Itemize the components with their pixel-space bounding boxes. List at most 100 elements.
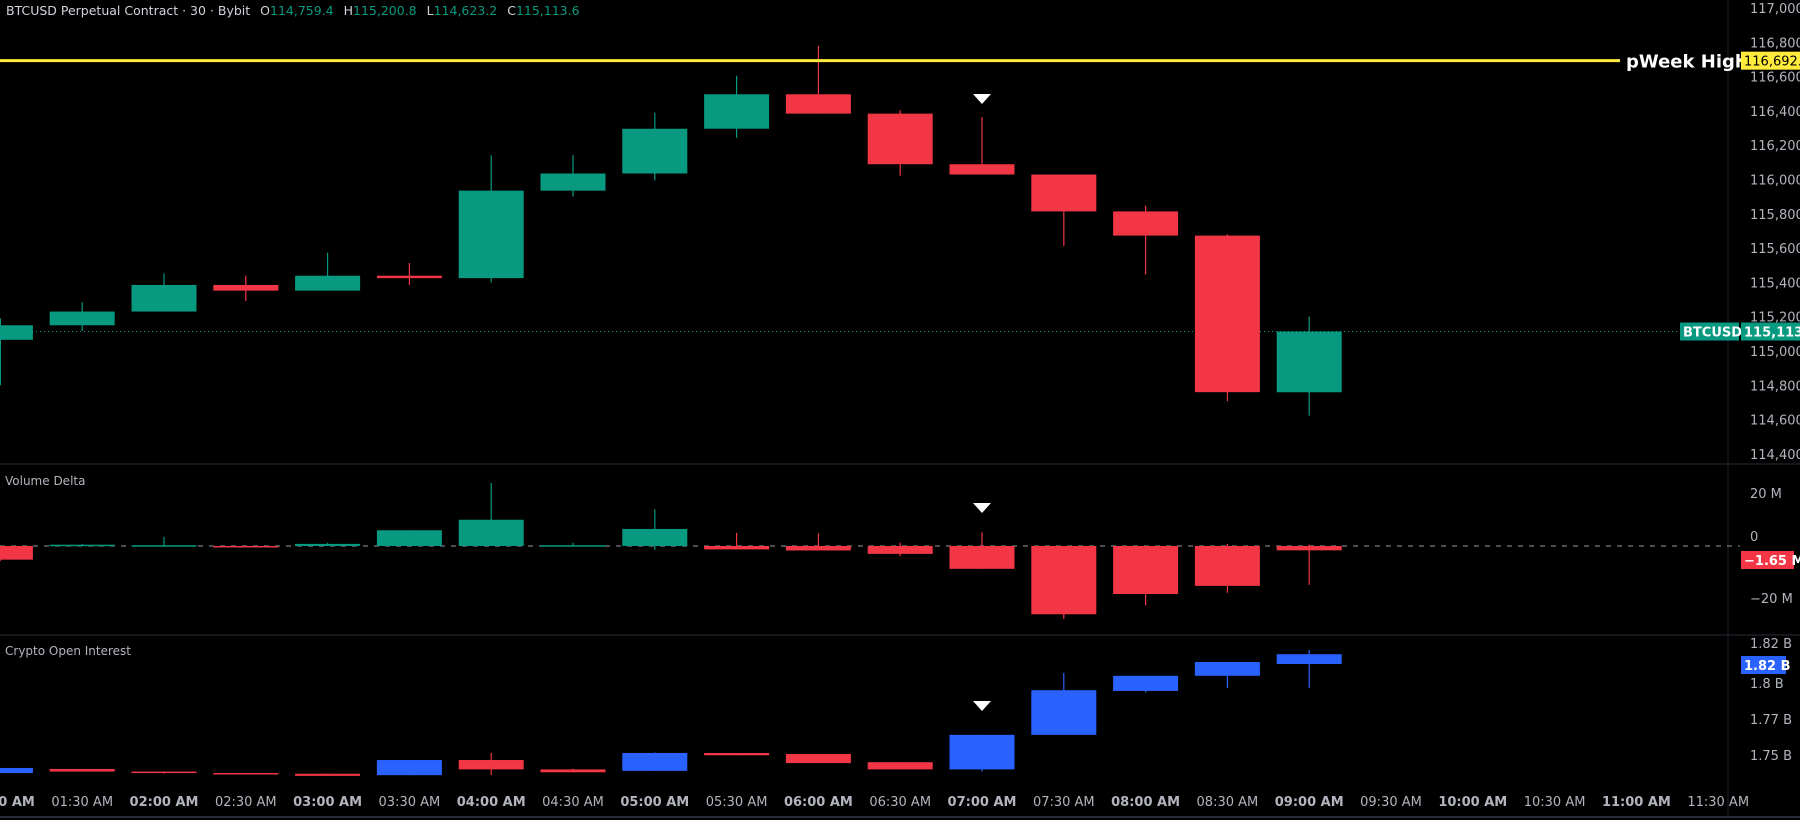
price-tick-label: 114,600.0 (1750, 414, 1800, 429)
time-tick-label: 01:00 AM (0, 795, 35, 810)
price-candle[interactable] (458, 155, 524, 283)
open-interest-candle[interactable] (295, 773, 361, 776)
volume-delta-title: Volume Delta (5, 474, 85, 488)
volume-delta-candle[interactable] (1194, 543, 1260, 593)
volume-delta-candle[interactable] (867, 542, 933, 557)
open-interest-title: Crypto Open Interest (5, 644, 131, 658)
ohlc-low-value: 114,623.2 (433, 3, 498, 18)
price-candle[interactable] (295, 252, 361, 291)
price-candle[interactable] (1031, 174, 1097, 246)
open-interest-tick-label: 1.8 B (1750, 677, 1784, 692)
pweek-high-price-tag-bg (1741, 51, 1800, 70)
price-tick-label: 115,400.0 (1750, 276, 1800, 291)
triangle-down-icon (973, 701, 991, 711)
volume-delta-candle[interactable] (1113, 546, 1179, 606)
price-axis[interactable]: 117,000.0 116,800.0 116,600.0 116,400.0 116,… (1680, 2, 1800, 764)
candle-body (131, 771, 197, 774)
open-interest-candle[interactable] (540, 768, 606, 773)
price-candle[interactable] (867, 110, 933, 176)
time-tick-label: 04:30 AM (542, 795, 604, 810)
candle-body (458, 190, 524, 279)
candle-body (1031, 174, 1097, 212)
open-interest-candle[interactable] (1276, 649, 1342, 689)
candle-body (867, 546, 933, 554)
price-tick-label: 116,800.0 (1750, 36, 1800, 51)
candle-body (376, 760, 442, 776)
price-candle[interactable] (0, 318, 33, 386)
time-tick-label: 03:00 AM (293, 795, 362, 810)
volume-delta-tick-label: −20 M (1750, 592, 1793, 607)
price-candle[interactable] (1276, 316, 1342, 416)
price-tick-label: 114,400.0 (1750, 448, 1800, 463)
price-candle[interactable] (785, 45, 851, 114)
price-candle[interactable] (1194, 234, 1260, 402)
price-candle[interactable] (213, 275, 279, 301)
price-candle[interactable] (376, 263, 442, 285)
candle-body (540, 769, 606, 773)
open-interest-candle[interactable] (1031, 672, 1097, 735)
volume-delta-pane[interactable] (0, 483, 1740, 619)
candle-body (949, 546, 1015, 569)
candle-body (0, 546, 33, 560)
volume-delta-candle[interactable] (131, 536, 197, 547)
open-interest-candle[interactable] (1194, 661, 1260, 689)
time-axis[interactable]: 01:00 AM 01:30 AM 02:00 AM 02:30 AM 03:00 AM… (0, 795, 1749, 810)
price-tick-label: 114,800.0 (1750, 379, 1800, 394)
volume-delta-candle[interactable] (458, 483, 524, 546)
volume-delta-candle[interactable] (785, 533, 851, 551)
open-interest-candle[interactable] (867, 762, 933, 770)
volume-delta-candle[interactable] (0, 546, 33, 561)
volume-delta-candle[interactable] (622, 509, 688, 550)
price-tick-label: 117,000.0 (1750, 2, 1800, 17)
open-interest-candle[interactable] (0, 767, 33, 773)
price-tick-label: 116,600.0 (1750, 71, 1800, 86)
time-tick-label: 08:30 AM (1197, 795, 1259, 810)
volume-delta-candle[interactable] (49, 543, 115, 547)
time-tick-label: 07:00 AM (948, 795, 1017, 810)
candle-body (540, 545, 606, 547)
price-candle[interactable] (1113, 205, 1179, 275)
volume-delta-candle[interactable] (1276, 544, 1342, 585)
time-tick-label: 01:30 AM (51, 795, 113, 810)
price-candle[interactable] (704, 75, 770, 138)
price-candle[interactable] (949, 117, 1015, 175)
volume-delta-tick-label: 20 M (1750, 487, 1782, 502)
candle-body (622, 128, 688, 174)
candle-body (949, 734, 1015, 770)
open-interest-candle[interactable] (704, 752, 770, 756)
price-candle[interactable] (540, 155, 606, 197)
chart-header: BTCUSD Perpetual Contract · 30 · Bybit O… (6, 3, 580, 18)
price-candle[interactable] (622, 112, 688, 181)
triangle-down-icon (973, 503, 991, 513)
open-interest-candle[interactable] (785, 753, 851, 764)
open-interest-candle[interactable] (458, 752, 524, 776)
time-tick-label: 02:30 AM (215, 795, 277, 810)
candle-body (295, 275, 361, 291)
open-interest-candle[interactable] (213, 773, 279, 775)
open-interest-candle[interactable] (376, 760, 442, 776)
open-interest-tick-label: 1.75 B (1750, 749, 1792, 764)
price-pane[interactable]: pWeek High (0, 45, 1748, 416)
volume-delta-candle[interactable] (540, 542, 606, 547)
open-interest-candle[interactable] (1113, 675, 1179, 693)
open-interest-candle[interactable] (131, 771, 197, 774)
time-tick-label: 06:00 AM (784, 795, 853, 810)
volume-delta-candle[interactable] (1031, 546, 1097, 619)
candle-body (1194, 546, 1260, 586)
candle-body (704, 94, 770, 129)
open-interest-candle[interactable] (49, 768, 115, 772)
open-interest-candle[interactable] (949, 734, 1015, 772)
candle-body (376, 530, 442, 546)
volume-delta-candle[interactable] (704, 532, 770, 550)
volume-delta-candle[interactable] (376, 530, 442, 546)
price-candle[interactable] (131, 273, 197, 312)
volume-delta-candle[interactable] (295, 542, 361, 546)
volume-delta-candle[interactable] (213, 546, 279, 548)
volume-delta-candle[interactable] (949, 532, 1015, 569)
open-interest-candle[interactable] (622, 752, 688, 771)
time-tick-label: 05:00 AM (620, 795, 689, 810)
open-interest-pane[interactable] (0, 649, 1342, 776)
candle-body (131, 284, 197, 312)
price-candle[interactable] (49, 302, 115, 331)
